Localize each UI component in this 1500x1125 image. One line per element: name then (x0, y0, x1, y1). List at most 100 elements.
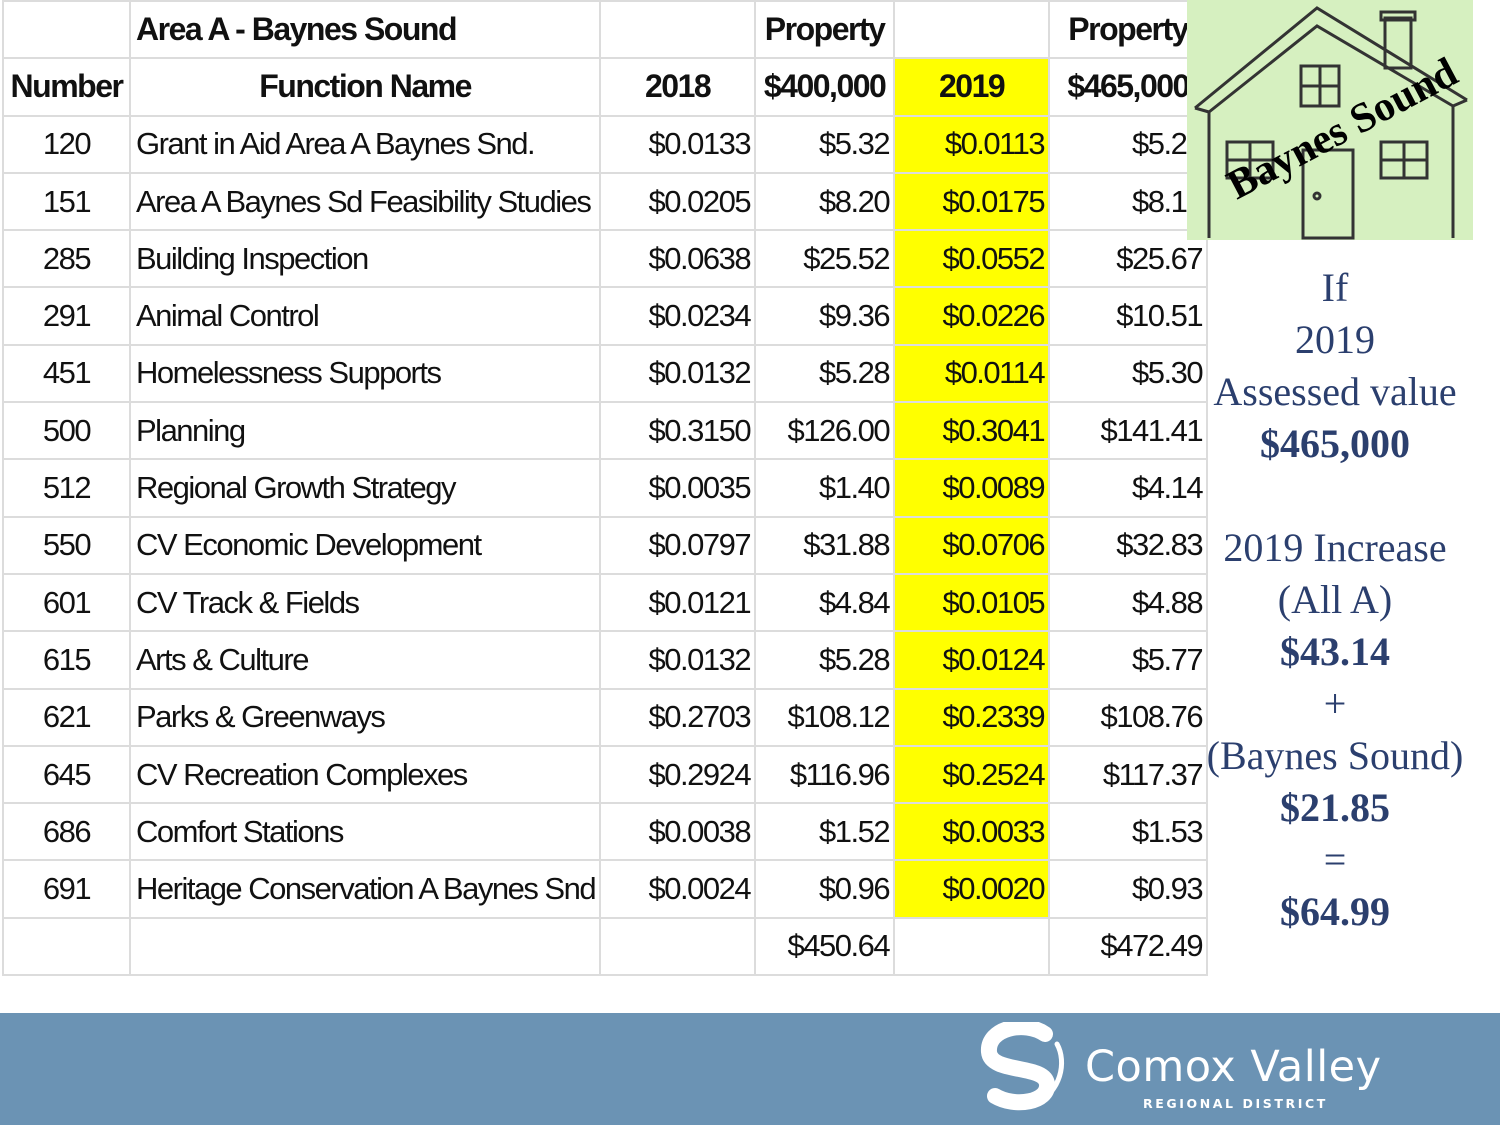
rate-2019: $0.0552 (893, 229, 1051, 289)
rate-2019: $0.0089 (893, 458, 1051, 518)
tax-2019: $1.53 (1048, 802, 1209, 862)
rate-2018: $0.0234 (599, 286, 757, 346)
rate-2018: $0.0132 (599, 343, 757, 404)
function-number: 291 (2, 286, 131, 346)
rate-2018: $0.0797 (599, 515, 757, 575)
function-name: Building Inspection (128, 229, 602, 289)
table-row: 285 Building Inspection $0.0638 $25.52 $0.05… (2, 229, 1209, 289)
table-row: 686 Comfort Stations $0.0038 $1.52 $0.0033 $1… (2, 802, 1209, 862)
comox-valley-logo-icon (981, 1022, 1065, 1111)
rate-2018: $0.0133 (599, 114, 757, 174)
summary-panel: If 2019 Assessed value $465,000 2019 Inc… (1190, 262, 1480, 938)
header-row-2: Number Function Name 2018 $400,000 2019 … (2, 57, 1209, 117)
summary-assessed-value: $465,000 (1260, 421, 1410, 466)
rate-2019: $0.2524 (893, 744, 1051, 805)
function-name: Parks & Greenways (128, 687, 602, 747)
tax-2019: $141.41 (1048, 401, 1209, 461)
tax-2018: $31.88 (754, 515, 896, 575)
summary-assessed-label: Assessed value (1213, 369, 1457, 414)
tax-2019: $10.51 (1048, 286, 1209, 346)
header-blank (893, 0, 1051, 60)
org-name: Comox Valley (1085, 1042, 1382, 1092)
table-row: 500 Planning $0.3150 $126.00 $0.3041 $141.41 (2, 401, 1209, 461)
tax-2019: $5.77 (1048, 630, 1209, 690)
function-name: Arts & Culture (128, 630, 602, 690)
rate-2019: $0.3041 (893, 401, 1051, 461)
function-name: Area A Baynes Sd Feasibility Studies (128, 171, 602, 232)
tax-2018: $108.12 (754, 687, 896, 747)
footer-bar (0, 1013, 1500, 1125)
function-number: 151 (2, 171, 131, 232)
tax-2018: $9.36 (754, 286, 896, 346)
rate-2018: $0.0132 (599, 630, 757, 690)
rate-2019: $0.0033 (893, 802, 1051, 862)
tax-2018: $0.96 (754, 859, 896, 919)
number-header: Number (2, 57, 131, 117)
totals-blank (2, 916, 131, 977)
totals-blank (893, 916, 1051, 977)
function-number: 691 (2, 859, 131, 919)
rate-2019: $0.0124 (893, 630, 1051, 690)
function-name: Animal Control (128, 286, 602, 346)
tax-2019: $0.93 (1048, 859, 1209, 919)
function-name: Planning (128, 401, 602, 461)
summary-all-a-label: (All A) (1277, 577, 1393, 622)
tax-2018: $8.20 (754, 171, 896, 232)
summary-increase-label: 2019 Increase (1223, 525, 1447, 570)
rate-2018-header: 2018 (599, 57, 757, 117)
rate-2019: $0.0113 (893, 114, 1051, 174)
function-number: 512 (2, 458, 131, 518)
summary-if: If (1321, 265, 1349, 310)
total-2019: $472.49 (1048, 916, 1209, 977)
property-2018-header: Property (754, 0, 896, 60)
function-number: 615 (2, 630, 131, 690)
rate-2018: $0.3150 (599, 401, 757, 461)
rate-2019-header: 2019 (893, 57, 1051, 117)
tax-2019: $25.67 (1048, 229, 1209, 289)
rate-2018: $0.0638 (599, 229, 757, 289)
function-number: 621 (2, 687, 131, 747)
function-name: CV Economic Development (128, 515, 602, 575)
function-number: 285 (2, 229, 131, 289)
summary-plus: + (1323, 681, 1347, 726)
summary-year: 2019 (1295, 317, 1375, 362)
tax-2019: $32.83 (1048, 515, 1209, 575)
org-subtitle: REGIONAL DISTRICT (1143, 1096, 1328, 1111)
totals-row: $450.64 $472.49 (2, 916, 1209, 977)
rate-2018: $0.0035 (599, 458, 757, 518)
summary-baynes-label: (Baynes Sound) (1206, 733, 1464, 778)
rate-2019: $0.0114 (893, 343, 1051, 404)
tax-2018: $4.84 (754, 572, 896, 633)
function-name: CV Track & Fields (128, 572, 602, 633)
tax-2019: $108.76 (1048, 687, 1209, 747)
table-row: 621 Parks & Greenways $0.2703 $108.12 $0.233… (2, 687, 1209, 747)
rate-2018: $0.0121 (599, 572, 757, 633)
function-number: 550 (2, 515, 131, 575)
table-row: 151 Area A Baynes Sd Feasibility Studies $… (2, 171, 1209, 232)
table-row: 512 Regional Growth Strategy $0.0035 $1.40 $… (2, 458, 1209, 518)
tax-table: Area A - Baynes Sound Property Property … (2, 0, 1209, 977)
table-row: 550 CV Economic Development $0.0797 $31.88 $… (2, 515, 1209, 575)
value-2019-header: $465,000 (1048, 57, 1209, 117)
rate-2019: $0.0105 (893, 572, 1051, 633)
table-row: 120 Grant in Aid Area A Baynes Snd. $0.013… (2, 114, 1209, 174)
function-name: Comfort Stations (128, 802, 602, 862)
rate-2019: $0.0020 (893, 859, 1051, 919)
rate-2019: $0.0175 (893, 171, 1051, 232)
function-number: 120 (2, 114, 131, 174)
table-row: 691 Heritage Conservation A Baynes Snd $0.… (2, 859, 1209, 919)
header-blank (599, 0, 757, 60)
table-row: 601 CV Track & Fields $0.0121 $4.84 $0.0105 $… (2, 572, 1209, 633)
property-2019-header: Property (1048, 0, 1209, 60)
rate-2019: $0.2339 (893, 687, 1051, 747)
function-name: Heritage Conservation A Baynes Snd (128, 859, 602, 919)
rate-2018: $0.2703 (599, 687, 757, 747)
value-2018-header: $400,000 (754, 57, 896, 117)
house-icon (1194, 6, 1468, 240)
summary-total: $64.99 (1280, 889, 1390, 934)
tax-2019: $8.14 (1048, 171, 1209, 232)
header-row-1: Area A - Baynes Sound Property Property (2, 0, 1209, 60)
tax-2018: $126.00 (754, 401, 896, 461)
tax-2018: $1.40 (754, 458, 896, 518)
function-name: Homelessness Supports (128, 343, 602, 404)
